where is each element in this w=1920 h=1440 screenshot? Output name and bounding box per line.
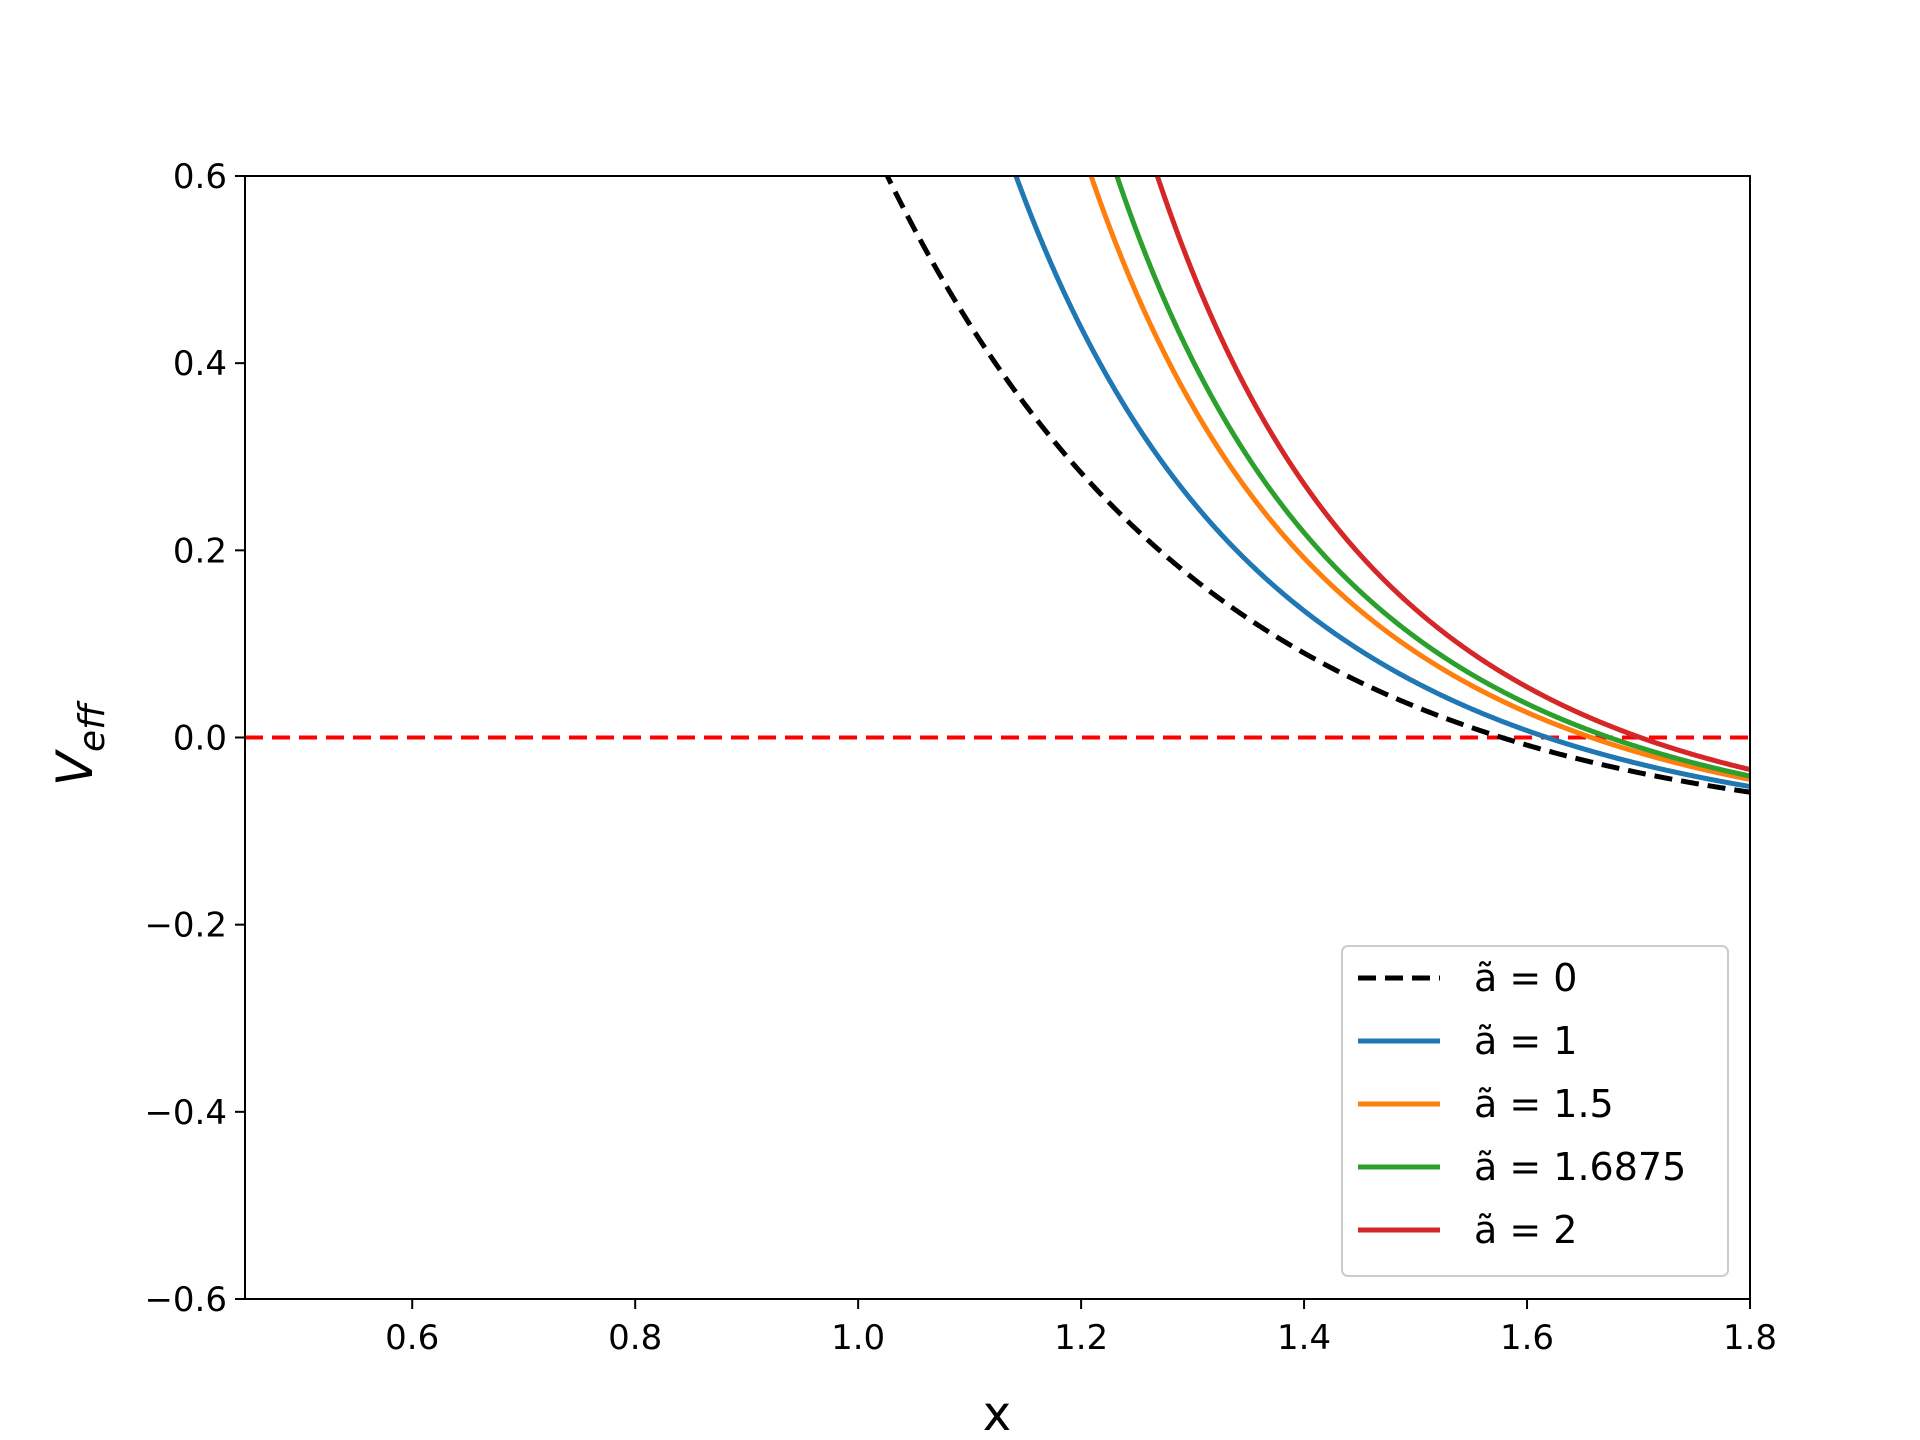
y-tick-label: −0.6 (144, 1280, 227, 1320)
y-axis-label-sub: eff (72, 700, 113, 752)
legend: ã = 0 ã = 1 ã = 1.5 ã = 1.6875 ã = 2 (1341, 945, 1729, 1277)
x-axis: 0.6 0.8 1.0 1.2 1.4 1.6 1.8 (385, 1299, 1777, 1358)
y-tick-label: 0.4 (173, 344, 227, 384)
legend-label: ã = 2 (1474, 1208, 1577, 1252)
y-axis-label: Veff (46, 700, 113, 786)
y-axis-label-main: V (46, 748, 104, 786)
y-tick-label: −0.4 (144, 1093, 227, 1133)
x-tick-label: 1.2 (1054, 1318, 1108, 1358)
legend-label: ã = 1.5 (1474, 1082, 1614, 1126)
y-tick-label: 0.2 (173, 531, 227, 571)
legend-label: ã = 1.6875 (1474, 1145, 1686, 1189)
series-line-a-1-5 (1088, 176, 1750, 782)
x-tick-label: 1.0 (831, 1318, 885, 1358)
y-tick-label: −0.2 (144, 906, 227, 946)
series-line-a-2 (1154, 176, 1750, 772)
x-axis-label: x (983, 1386, 1011, 1440)
series-line-a-1-6875 (1114, 176, 1750, 779)
series-line-a-1 (1013, 176, 1750, 789)
legend-box (1341, 945, 1729, 1277)
legend-label: ã = 1 (1474, 1019, 1577, 1063)
legend-label: ã = 0 (1474, 956, 1577, 1000)
series-line-a-0 (884, 176, 1750, 795)
series-layer (245, 176, 1750, 795)
y-tick-label: 0.6 (173, 157, 227, 197)
x-tick-label: 0.8 (608, 1318, 662, 1358)
x-tick-label: 1.6 (1500, 1318, 1554, 1358)
y-tick-label: 0.0 (173, 719, 227, 759)
x-tick-label: 0.6 (385, 1318, 439, 1358)
y-axis: −0.6 −0.4 −0.2 0.0 0.2 0.4 0.6 (144, 157, 245, 1320)
x-tick-label: 1.8 (1723, 1318, 1777, 1358)
x-tick-label: 1.4 (1277, 1318, 1331, 1358)
